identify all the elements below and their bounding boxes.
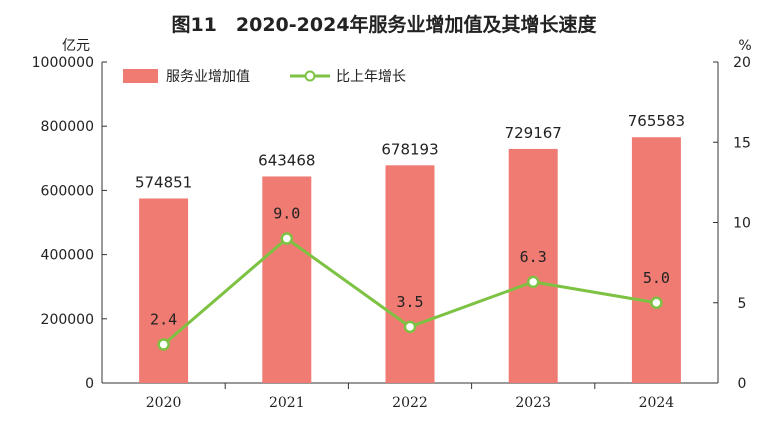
- bar-2020: [139, 198, 189, 383]
- left-axis-tick-label: 400000: [41, 248, 94, 264]
- legend-bar-swatch: [123, 69, 158, 83]
- bar-value-label: 574851: [135, 173, 192, 191]
- legend: 服务业增加值 比上年增长: [123, 69, 406, 85]
- bar-value-label: 643468: [258, 151, 315, 169]
- right-axis-tick-label: 5: [738, 296, 747, 312]
- bar-2023: [508, 148, 558, 383]
- x-axis-tick-label: 2020: [146, 395, 182, 411]
- growth-point-2020: [157, 338, 170, 351]
- right-axis-unit: %: [738, 38, 751, 54]
- bar-series: 574851 643468 678193 729167 765583: [135, 112, 685, 383]
- bar-value-label: 678193: [381, 140, 438, 158]
- x-axis-tick-label: 2023: [515, 395, 551, 411]
- right-axis-tick-label: 15: [733, 135, 751, 151]
- legend-line-marker: [304, 70, 316, 82]
- growth-value-label: 2.4: [150, 310, 177, 328]
- growth-point-2023: [526, 275, 540, 289]
- bar-value-label: 729167: [505, 124, 562, 142]
- bar-2022: [385, 165, 435, 383]
- axes: 0 200000 400000 600000 800000 1000000 0 5 10 15 20…: [32, 55, 751, 411]
- chart-title: 图11 2020-2024年服务业增加值及其增长速度: [171, 14, 597, 36]
- growth-value-label: 5.0: [643, 269, 670, 287]
- growth-point-2021: [280, 232, 294, 245]
- right-axis-tick-label: 0: [738, 376, 747, 392]
- left-axis-tick-label: 0: [85, 376, 94, 392]
- bar-value-label: 765583: [628, 112, 685, 130]
- line-series: 2.4 9.0 3.5 6.3 5.0: [150, 205, 670, 351]
- right-axis-tick-label: 10: [733, 216, 751, 232]
- growth-value-label: 9.0: [273, 205, 300, 223]
- x-axis-tick-label: 2024: [639, 395, 675, 411]
- growth-value-label: 3.5: [396, 293, 423, 311]
- bar-2024: [631, 137, 681, 383]
- legend-line-label: 比上年增长: [336, 69, 406, 85]
- legend-bar-label: 服务业增加值: [166, 69, 250, 85]
- right-axis-tick-label: 20: [733, 55, 751, 71]
- x-axis-tick-label: 2022: [392, 395, 428, 411]
- growth-value-label: 6.3: [520, 248, 547, 266]
- bar-2021: [262, 176, 312, 383]
- left-axis-unit: 亿元: [62, 38, 90, 54]
- left-axis-tick-label: 600000: [41, 183, 94, 199]
- growth-point-2022: [403, 320, 417, 334]
- left-axis-tick-label: 1000000: [32, 55, 94, 71]
- left-axis-tick-label: 800000: [41, 119, 94, 135]
- x-axis-tick-label: 2021: [269, 395, 305, 411]
- growth-point-2024: [650, 296, 663, 309]
- left-axis-tick-label: 200000: [41, 312, 94, 328]
